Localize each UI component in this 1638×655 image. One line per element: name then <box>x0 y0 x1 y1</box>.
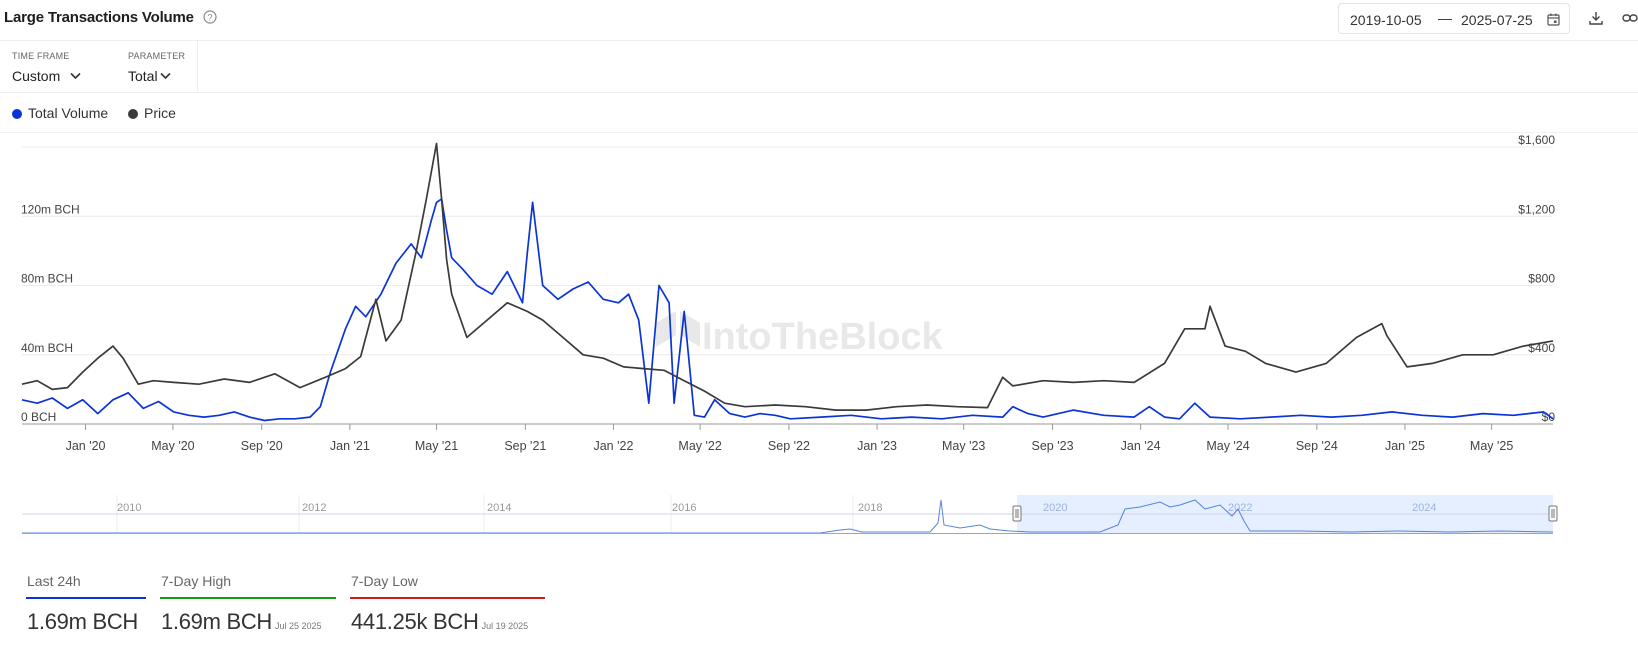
legend-dot <box>12 109 22 119</box>
x-tick-label: Sep '21 <box>504 439 546 453</box>
x-tick-label: Sep '23 <box>1032 439 1074 453</box>
stat-label: Last 24h <box>27 573 81 589</box>
navigator-year-label: 2020 <box>1043 502 1067 514</box>
stat-date: Jul 19 2025 <box>481 621 529 631</box>
parameter-value[interactable]: Total <box>128 68 158 84</box>
x-tick-label: May '23 <box>942 439 985 453</box>
navigator-handle[interactable] <box>1548 505 1558 522</box>
parameter-dropdown[interactable]: PARAMETER Total <box>116 41 198 93</box>
watermark-logo-icon <box>656 311 700 347</box>
download-icon[interactable] <box>1588 10 1604 26</box>
header: Large Transactions Volume ? 2019-10-05 —… <box>0 0 1638 41</box>
x-tick-label: May '24 <box>1206 439 1249 453</box>
navigator-year-label: 2024 <box>1412 502 1436 514</box>
navigator-year-label: 2022 <box>1228 502 1252 514</box>
navigator-year-label: 2018 <box>858 502 882 514</box>
navigator-year-label: 2012 <box>302 502 326 514</box>
x-tick-label: Jan '22 <box>593 439 633 453</box>
legend-dot <box>128 109 138 119</box>
stat-last-24h: Last 24h 1.69m BCH <box>26 568 146 648</box>
main-chart[interactable]: IntoTheBlock 0 BCH 40m BCH 80m BCH 120m BCH $… <box>0 135 1638 480</box>
date-from[interactable]: 2019-10-05 <box>1350 12 1422 28</box>
y-right-tick-label: $1,600 <box>1518 135 1555 147</box>
date-range-picker[interactable]: 2019-10-05 — 2025-07-25 <box>1338 3 1570 34</box>
navigator-year-label: 2016 <box>672 502 696 514</box>
calendar-icon[interactable] <box>1547 13 1560 26</box>
help-icon[interactable]: ? <box>203 10 217 24</box>
x-tick-label: May '21 <box>415 439 458 453</box>
series-line-price <box>21 142 1554 411</box>
y-right-tick-label: $800 <box>1528 272 1555 286</box>
x-tick-label: Jan '25 <box>1385 439 1425 453</box>
x-tick-label: May '25 <box>1470 439 1513 453</box>
navigator-handle-grip <box>1012 505 1022 522</box>
navigator-year-label: 2010 <box>117 502 141 514</box>
x-tick-label: May '20 <box>151 439 194 453</box>
stat-underline <box>160 597 336 599</box>
series-line-total-volume <box>21 198 1554 422</box>
watermark-text: IntoTheBlock <box>702 316 944 358</box>
x-tick-label: Sep '24 <box>1296 439 1338 453</box>
stat-label: 7-Day Low <box>351 573 418 589</box>
date-to[interactable]: 2025-07-25 <box>1461 12 1533 28</box>
stat-value: 1.69m BCH Jul 25 2025 <box>161 609 322 634</box>
stat-underline <box>26 597 146 599</box>
date-separator: — <box>1438 10 1452 26</box>
y-left-tick-label: 80m BCH <box>21 272 73 286</box>
svg-text:?: ? <box>207 13 212 23</box>
page-title: Large Transactions Volume <box>4 9 194 26</box>
y-left-tick-label: 40m BCH <box>21 341 73 355</box>
timeframe-dropdown[interactable]: TIME FRAME Custom <box>0 41 110 93</box>
stat-7day-low: 7-Day Low 441.25k BCH Jul 19 2025 <box>350 568 545 648</box>
chart-legend: Total Volume Price <box>0 94 1638 133</box>
watermark: IntoTheBlock <box>656 311 944 358</box>
stat-underline <box>350 597 545 599</box>
legend-label: Total Volume <box>28 105 109 121</box>
parameter-label: PARAMETER <box>128 51 186 61</box>
y-right-tick-label: $1,200 <box>1518 202 1555 216</box>
x-tick-label: Sep '22 <box>768 439 810 453</box>
legend-label: Price <box>144 105 176 121</box>
navigator-handle[interactable] <box>1012 505 1022 522</box>
navigator-year-label: 2014 <box>487 502 511 514</box>
stats-panel: Last 24h 1.69m BCH 7-Day High 1.69m BCH J… <box>0 568 1638 655</box>
link-icon[interactable] <box>1622 10 1638 26</box>
y-left-tick-label: 0 BCH <box>21 410 56 424</box>
timeframe-label: TIME FRAME <box>12 51 70 61</box>
navigator-handle-grip <box>1548 505 1558 522</box>
stat-7day-high: 7-Day High 1.69m BCH Jul 25 2025 <box>160 568 336 648</box>
x-tick-label: Jan '23 <box>857 439 897 453</box>
timeframe-value[interactable]: Custom <box>12 68 61 84</box>
chevron-down-icon[interactable] <box>160 72 171 80</box>
stat-date: Jul 25 2025 <box>275 621 322 631</box>
range-navigator[interactable]: 2010 2012 2014 2016 2018 2020 2022 2024 <box>0 495 1638 540</box>
stat-value: 441.25k BCH Jul 19 2025 <box>351 609 529 634</box>
x-tick-label: Sep '20 <box>241 439 283 453</box>
stat-value: 1.69m BCH <box>27 609 139 634</box>
x-tick-label: May '22 <box>678 439 721 453</box>
chevron-down-icon[interactable] <box>70 72 81 80</box>
x-tick-label: Jan '20 <box>66 439 106 453</box>
navigator-line <box>22 499 1554 534</box>
x-tick-label: Jan '21 <box>330 439 370 453</box>
x-tick-label: Jan '24 <box>1121 439 1161 453</box>
chart-controls: TIME FRAME Custom PARAMETER Total <box>0 41 1638 93</box>
y-left-tick-label: 120m BCH <box>21 202 80 216</box>
stat-label: 7-Day High <box>161 573 232 589</box>
